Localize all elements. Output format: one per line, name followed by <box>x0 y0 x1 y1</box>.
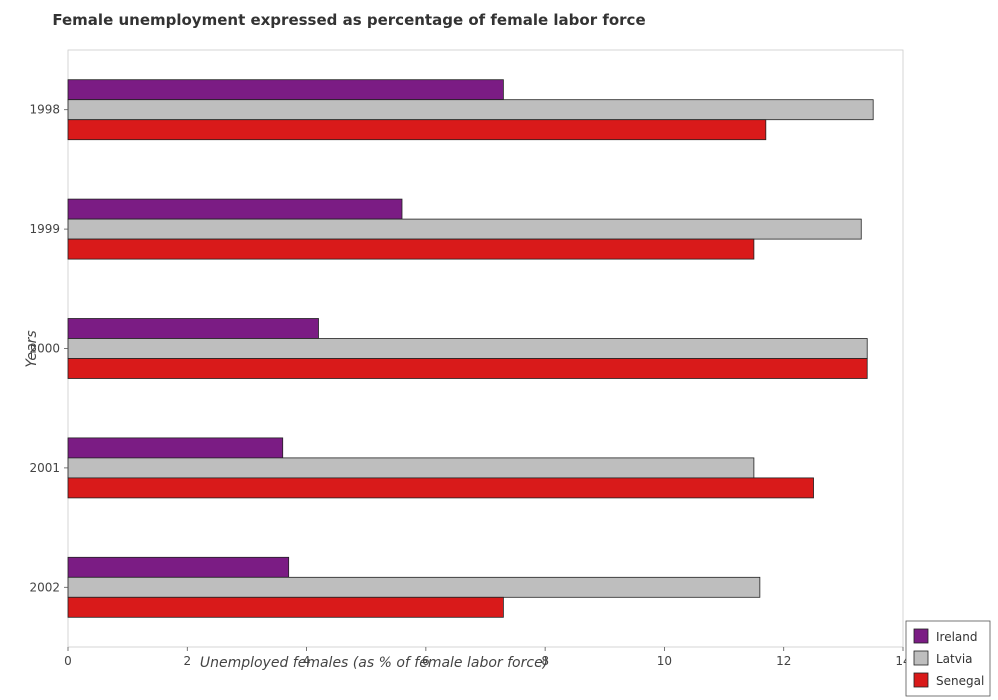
legend-swatch-ireland <box>913 628 929 644</box>
x-tick-label: 12 <box>776 654 791 668</box>
y-axis-title: Years <box>24 330 40 367</box>
bar-ireland-2002 <box>67 556 290 578</box>
bar-latvia-2001 <box>67 457 755 479</box>
x-tick-label: 0 <box>64 654 72 668</box>
legend-swatch-senegal <box>913 672 929 688</box>
x-tick-label: 10 <box>657 654 672 668</box>
y-tick-label-1999: 1999 <box>29 222 60 236</box>
bar-latvia-2000 <box>67 338 868 359</box>
legend-label-ireland: Ireland <box>936 630 978 644</box>
bar-ireland-2001 <box>67 437 284 459</box>
y-tick-label-2001: 2001 <box>29 461 60 475</box>
x-tick-label: 6 <box>422 654 430 668</box>
bar-ireland-1998 <box>67 79 504 101</box>
legend: Ireland Latvia Senegal <box>905 620 991 697</box>
x-tick-label: 2 <box>183 654 191 668</box>
legend-swatch-latvia <box>913 650 929 666</box>
bar-ireland-1999 <box>67 198 403 220</box>
bars <box>67 79 874 618</box>
x-tick-label: 4 <box>303 654 311 668</box>
bar-senegal-1998 <box>67 119 767 141</box>
y-axis-ticks: 1998 1999 2000 2001 2002 <box>29 103 68 594</box>
bar-senegal-1999 <box>67 238 755 260</box>
x-tick-label: 8 <box>541 654 549 668</box>
bar-ireland-2000 <box>67 318 319 339</box>
bar-latvia-2002 <box>67 576 761 598</box>
y-tick-label-2000: 2000 <box>29 342 60 356</box>
legend-label-senegal: Senegal <box>936 674 984 688</box>
chart-title: Female unemployment expressed as percent… <box>52 11 645 29</box>
bar-latvia-1999 <box>67 218 862 240</box>
legend-label-latvia: Latvia <box>936 652 973 666</box>
bar-latvia-1998 <box>67 99 874 121</box>
bar-senegal-2000 <box>67 358 868 379</box>
y-tick-label-2002: 2002 <box>29 580 60 594</box>
bar-senegal-2001 <box>67 477 814 499</box>
y-tick-label-1998: 1998 <box>29 103 60 117</box>
bar-senegal-2002 <box>67 596 504 618</box>
x-axis-title: Unemployed females (as % of female labor… <box>200 655 548 671</box>
